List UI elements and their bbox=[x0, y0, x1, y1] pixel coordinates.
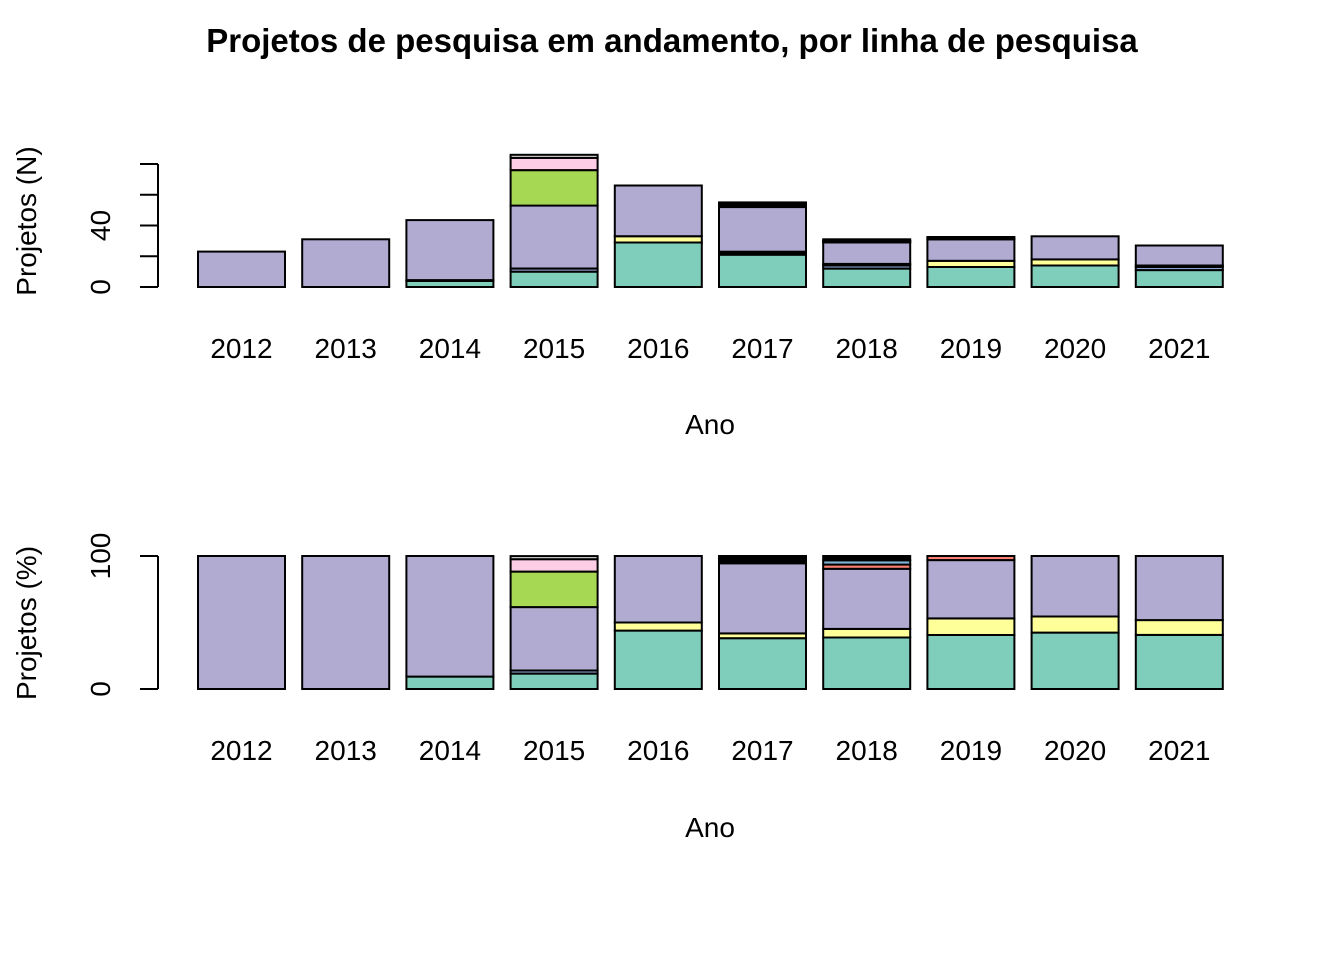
count-bar-2016-segment-3 bbox=[613, 235, 703, 244]
percent-bar-2019-segment-1 bbox=[926, 634, 1016, 690]
percent-bar-2017-segment-10 bbox=[718, 555, 807, 565]
percent-bar-2015-segment-9 bbox=[509, 555, 599, 561]
percent-bar-2017-segment-4 bbox=[718, 562, 807, 635]
percent-bar-2019-segment-4 bbox=[926, 559, 1016, 620]
percent-bars bbox=[197, 555, 1224, 691]
count-x-tick-label-2017: 2017 bbox=[731, 333, 793, 364]
count-x-tick-label-2018: 2018 bbox=[836, 333, 898, 364]
percent-bar-2015-segment-4 bbox=[509, 606, 599, 672]
percent-x-tick-label-2013: 2013 bbox=[315, 735, 377, 766]
count-x-tick-label-2012: 2012 bbox=[210, 333, 272, 364]
percent-bar-2015-segment-5 bbox=[509, 570, 599, 609]
count-bar-2018-segment-10 bbox=[822, 238, 912, 242]
percent-x-tick-label-2015: 2015 bbox=[523, 735, 585, 766]
count-bars bbox=[197, 153, 1224, 289]
count-bar-2019-segment-10 bbox=[926, 236, 1016, 240]
percent-bar-2016-segment-3 bbox=[613, 621, 703, 632]
percent-bar-2018-segment-3 bbox=[822, 627, 912, 639]
count-bar-2015-segment-9 bbox=[509, 153, 599, 159]
percent-bar-2016-segment-1 bbox=[613, 629, 703, 690]
count-bar-2020-segment-1 bbox=[1030, 264, 1120, 288]
count-bar-2018-segment-4 bbox=[822, 241, 912, 265]
count-x-tick-label-2021: 2021 bbox=[1148, 333, 1210, 364]
percent-x-tick-label-2021: 2021 bbox=[1148, 735, 1210, 766]
percent-x-tick-label-2014: 2014 bbox=[419, 735, 481, 766]
percent-bar-2019-segment-3 bbox=[926, 617, 1016, 637]
count-bar-2014-segment-4 bbox=[405, 219, 495, 282]
percent-y-axis: 0 100 bbox=[85, 533, 159, 697]
count-bar-2021-segment-4 bbox=[1134, 244, 1224, 267]
percent-bar-2021-segment-1 bbox=[1134, 633, 1224, 691]
percent-bar-2019-segment-7 bbox=[926, 555, 1016, 562]
percent-y-tick-label-0: 0 bbox=[85, 681, 116, 697]
percent-x-tick-label-2019: 2019 bbox=[940, 735, 1002, 766]
count-x-tick-label-2020: 2020 bbox=[1044, 333, 1106, 364]
count-bar-2016-segment-4 bbox=[613, 184, 703, 238]
percent-bar-2021-segment-3 bbox=[1134, 619, 1224, 636]
count-bar-2016-segment-1 bbox=[613, 241, 703, 288]
percent-bar-2012-segment-4 bbox=[197, 555, 286, 690]
percent-x-tick-label-2017: 2017 bbox=[731, 735, 793, 766]
percent-x-tick-labels: 2012 2013 2014 2015 2016 2017 2018 2019 2020 2021 bbox=[210, 735, 1210, 766]
count-bar-2019-segment-4 bbox=[926, 238, 1016, 262]
percent-bar-2015-segment-6 bbox=[509, 558, 599, 573]
percent-y-axis-title: Projetos (%) bbox=[11, 546, 42, 700]
count-bar-2015-segment-6 bbox=[509, 156, 599, 172]
count-x-tick-label-2016: 2016 bbox=[627, 333, 689, 364]
count-y-tick-label-40: 40 bbox=[85, 210, 116, 241]
count-x-tick-labels: 2012 2013 2014 2015 2016 2017 2018 2019 2020 2021 bbox=[210, 333, 1210, 364]
percent-bar-2020-segment-1 bbox=[1030, 631, 1120, 690]
percent-bar-2018-segment-1 bbox=[822, 636, 912, 690]
count-bar-2019-segment-1 bbox=[926, 266, 1016, 288]
count-x-tick-label-2013: 2013 bbox=[315, 333, 377, 364]
count-bar-2020-segment-4 bbox=[1030, 235, 1120, 261]
percent-chart-panel: 0 100 2012 2013 2014 2015 2016 2017 2018 2019 202… bbox=[11, 533, 1224, 843]
percent-y-tick-label-100: 100 bbox=[85, 533, 116, 580]
count-bar-2017-segment-4 bbox=[718, 206, 807, 253]
percent-bar-2014-segment-1 bbox=[405, 675, 495, 690]
count-bar-2015-segment-1 bbox=[509, 270, 599, 289]
count-chart-panel: 0 40 2012 2013 2014 2015 2016 2017 2018 2019 2020… bbox=[11, 146, 1224, 440]
percent-bar-2016-segment-4 bbox=[613, 555, 703, 624]
count-bar-2021-segment-1 bbox=[1134, 269, 1224, 289]
percent-bar-2020-segment-3 bbox=[1030, 615, 1120, 634]
percent-bar-2018-segment-10 bbox=[822, 555, 912, 562]
count-bar-2015-segment-4 bbox=[509, 204, 599, 270]
percent-bar-2020-segment-4 bbox=[1030, 555, 1120, 618]
count-x-axis-title: Ano bbox=[685, 409, 735, 440]
percent-bar-2015-segment-1 bbox=[509, 672, 599, 690]
percent-x-tick-label-2018: 2018 bbox=[836, 735, 898, 766]
percent-bar-2021-segment-4 bbox=[1134, 555, 1224, 622]
count-bar-2019-segment-3 bbox=[926, 259, 1016, 268]
percent-bar-2018-segment-4 bbox=[822, 567, 912, 630]
count-y-tick-label-0: 0 bbox=[85, 279, 116, 295]
percent-x-tick-label-2020: 2020 bbox=[1044, 735, 1106, 766]
count-bar-2017-segment-1 bbox=[718, 253, 807, 288]
percent-x-tick-label-2016: 2016 bbox=[627, 735, 689, 766]
count-bar-2018-segment-1 bbox=[822, 267, 912, 289]
percent-x-tick-label-2012: 2012 bbox=[210, 735, 272, 766]
percent-x-axis-title: Ano bbox=[685, 812, 735, 843]
percent-bar-2013-segment-4 bbox=[301, 555, 391, 690]
percent-bar-2017-segment-1 bbox=[718, 637, 807, 691]
chart-title: Projetos de pesquisa em andamento, por l… bbox=[206, 22, 1138, 59]
count-bar-2013-segment-4 bbox=[301, 238, 391, 289]
count-x-tick-label-2014: 2014 bbox=[419, 333, 481, 364]
count-x-tick-label-2019: 2019 bbox=[940, 333, 1002, 364]
percent-bar-2014-segment-4 bbox=[405, 555, 495, 678]
count-y-axis-title: Projetos (N) bbox=[11, 146, 42, 295]
count-bar-2015-segment-5 bbox=[509, 169, 599, 207]
count-bar-2017-segment-10 bbox=[718, 201, 807, 208]
count-y-axis: 0 40 bbox=[85, 163, 159, 295]
count-bar-2012-segment-4 bbox=[197, 250, 286, 289]
count-x-tick-label-2015: 2015 bbox=[523, 333, 585, 364]
